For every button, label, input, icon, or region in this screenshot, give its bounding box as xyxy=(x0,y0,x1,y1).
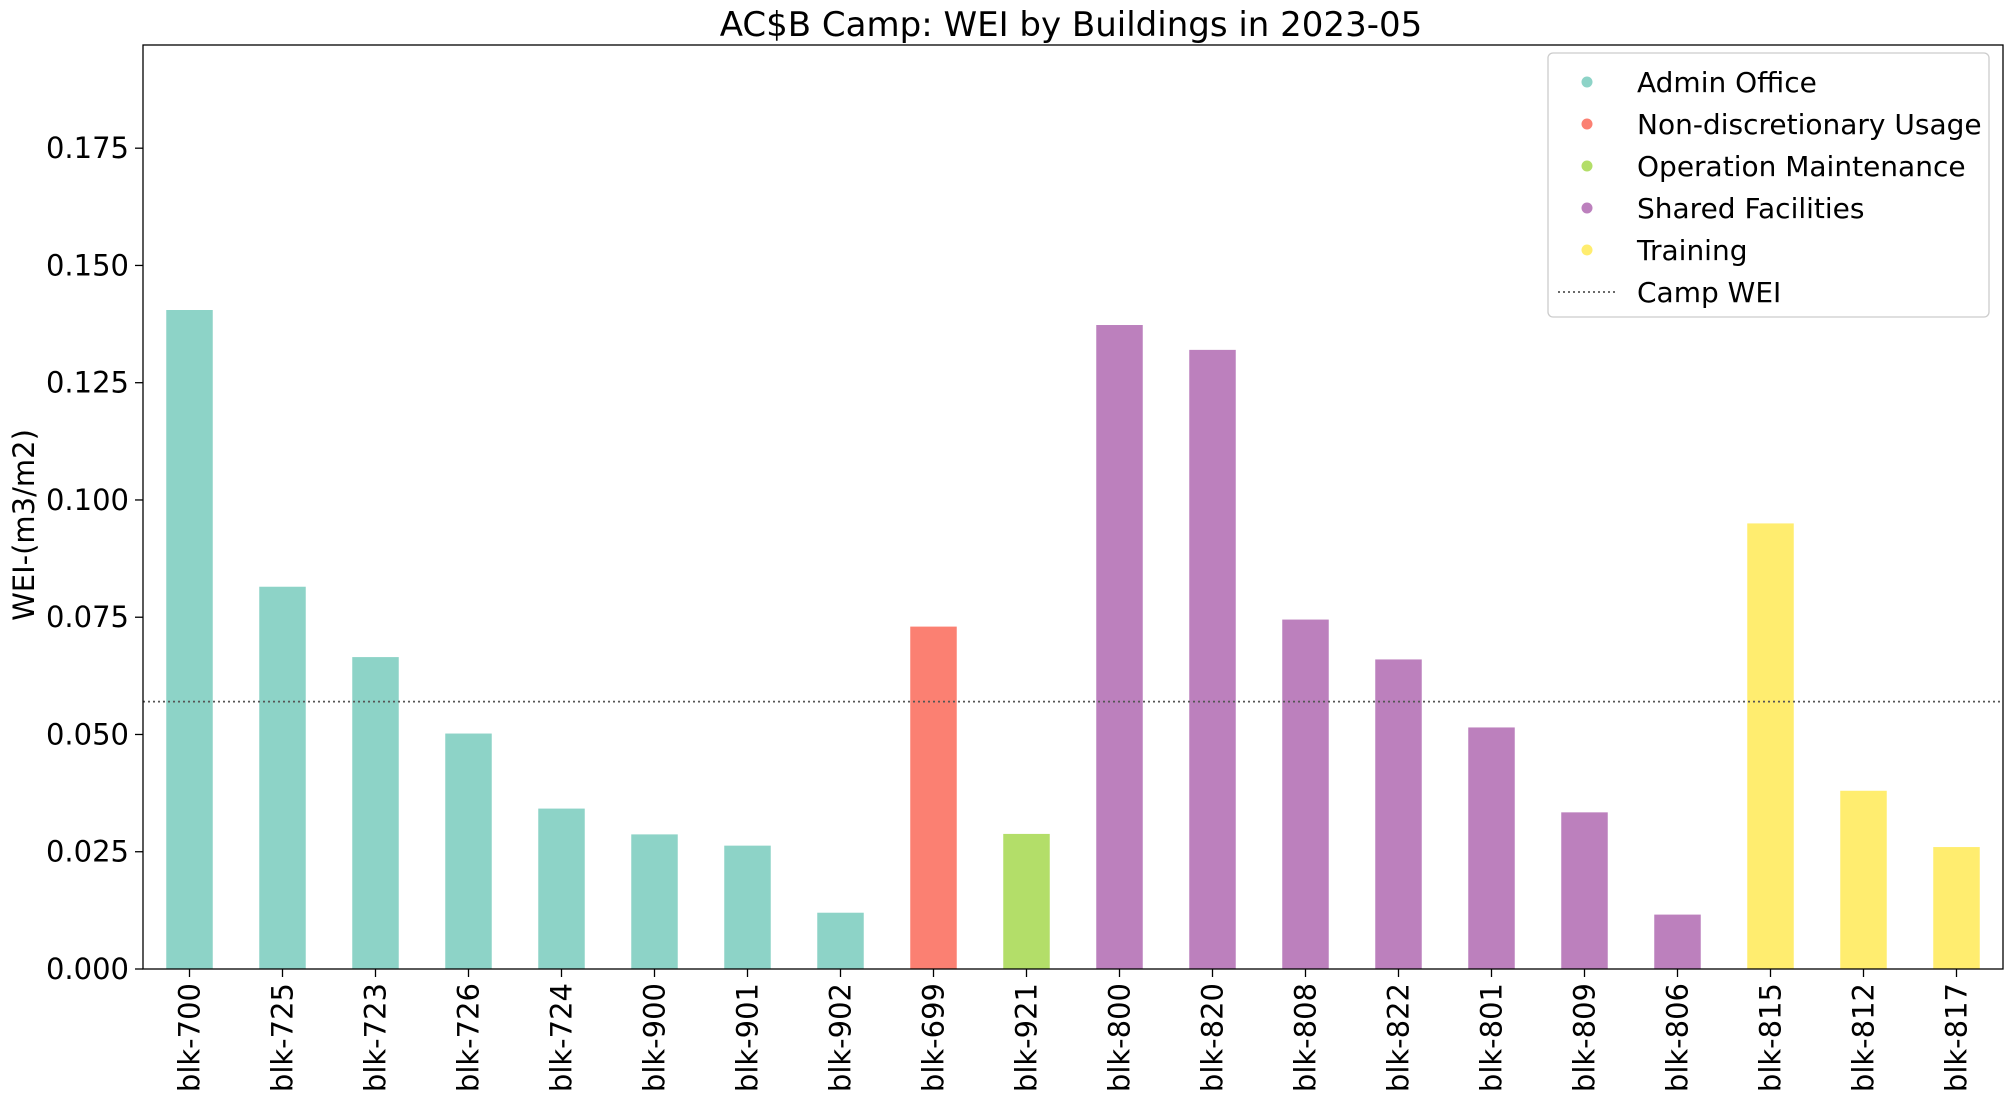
legend-box xyxy=(1547,52,1990,318)
y-tick-label: 0.150 xyxy=(46,248,129,282)
x-tick-label: blk-901 xyxy=(731,983,765,1092)
bar-blk-808 xyxy=(1282,619,1329,969)
x-tick-label: blk-700 xyxy=(173,983,207,1092)
plot-area: 0.000 0.025 0.050 0.075 0.100 0.125 0.150 0.175… xyxy=(46,44,2004,1092)
y-axis-label: WEI-(m3/m2) xyxy=(7,429,41,621)
bar-blk-921 xyxy=(1003,833,1050,969)
bar-blk-800 xyxy=(1096,325,1143,969)
x-tick-label: blk-726 xyxy=(452,983,486,1092)
legend-label: Admin Office xyxy=(1637,66,1817,99)
bar-blk-809 xyxy=(1561,812,1608,969)
x-tick-label: blk-822 xyxy=(1382,983,1416,1092)
bar-blk-901 xyxy=(724,845,771,969)
x-tick-label: blk-725 xyxy=(266,983,300,1092)
y-tick-label: 0.050 xyxy=(46,717,129,751)
legend-label: Shared Facilities xyxy=(1637,192,1864,225)
y-tick-label: 0.025 xyxy=(46,835,129,869)
x-tick-label: blk-809 xyxy=(1568,983,1602,1092)
bar-blk-723 xyxy=(352,657,399,969)
x-tick-label: blk-801 xyxy=(1475,983,1509,1092)
legend-marker xyxy=(1581,202,1593,214)
y-tick-label: 0.125 xyxy=(46,366,129,400)
x-tick-label: blk-817 xyxy=(1940,983,1974,1092)
chart-title: AC$B Camp: WEI by Buildings in 2023-05 xyxy=(720,5,1422,45)
bar-blk-724 xyxy=(538,808,585,969)
bar-blk-700 xyxy=(166,310,213,969)
legend-marker xyxy=(1581,160,1593,172)
bar-blk-725 xyxy=(259,586,306,969)
y-tick-label: 0.100 xyxy=(46,483,129,517)
bar-blk-812 xyxy=(1840,790,1887,969)
x-tick-label: blk-723 xyxy=(359,983,393,1092)
bar-blk-699 xyxy=(910,626,957,969)
x-tick-label: blk-699 xyxy=(917,983,951,1092)
x-tick-label: blk-902 xyxy=(824,983,858,1092)
x-tick-label: blk-806 xyxy=(1661,983,1695,1092)
bar-blk-822 xyxy=(1375,659,1422,969)
legend-marker xyxy=(1581,118,1593,130)
x-tick-label: blk-800 xyxy=(1103,983,1137,1092)
legend-label: Training xyxy=(1636,234,1747,267)
y-tick-label: 0.000 xyxy=(46,952,129,986)
bar-blk-820 xyxy=(1189,349,1236,969)
legend-label: Camp WEI xyxy=(1637,276,1781,309)
bar-blk-806 xyxy=(1654,914,1701,969)
bar-blk-902 xyxy=(817,912,864,969)
x-tick-label: blk-820 xyxy=(1196,983,1230,1092)
legend: Admin Office Non-discretionary Usage Opera… xyxy=(1547,52,1990,318)
legend-label: Operation Maintenance xyxy=(1637,150,1966,183)
x-tick-label: blk-921 xyxy=(1010,983,1044,1092)
plot-frame xyxy=(142,44,2004,970)
legend-label: Non-discretionary Usage xyxy=(1637,108,1982,141)
x-tick-label: blk-812 xyxy=(1847,983,1881,1092)
legend-marker xyxy=(1581,76,1593,88)
y-tick-label: 0.075 xyxy=(46,600,129,634)
bar-blk-900 xyxy=(631,834,678,969)
x-tick-label: blk-815 xyxy=(1754,983,1788,1092)
bar-blk-817 xyxy=(1933,847,1980,969)
x-tick-label: blk-808 xyxy=(1289,983,1323,1092)
legend-marker xyxy=(1581,244,1593,256)
x-tick-label: blk-900 xyxy=(638,983,672,1092)
bar-blk-801 xyxy=(1468,727,1515,969)
y-tick-label: 0.175 xyxy=(46,131,129,165)
bar-blk-815 xyxy=(1747,523,1794,969)
bar-blk-726 xyxy=(445,733,492,969)
x-tick-label: blk-724 xyxy=(545,983,579,1092)
